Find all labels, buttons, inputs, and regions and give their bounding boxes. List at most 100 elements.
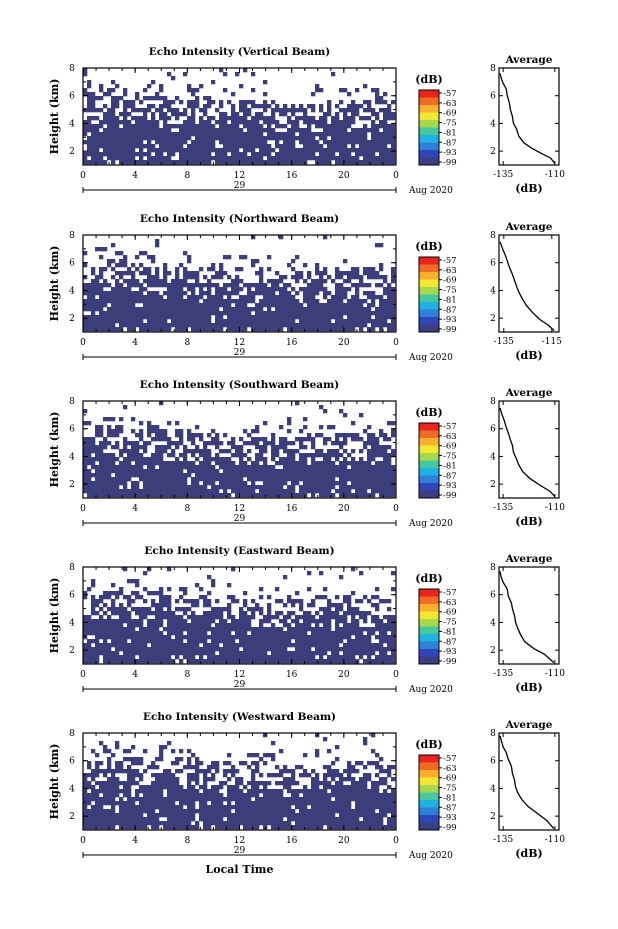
echo-cell: [119, 299, 124, 304]
echo-cell: [87, 291, 92, 296]
echo-cell: [359, 469, 364, 474]
echo-cell: [199, 315, 204, 320]
echo-cell: [99, 461, 104, 466]
echo-cell: [251, 437, 256, 442]
echo-cell: [255, 291, 260, 296]
echo-cell: [199, 619, 204, 624]
echo-cell: [91, 441, 96, 446]
echo-cell: [227, 635, 232, 640]
echo-cell: [111, 429, 116, 434]
echo-cell: [155, 607, 160, 612]
echo-cell: [167, 603, 172, 608]
echo-cell: [291, 108, 296, 113]
echo-cell: [143, 120, 148, 125]
echo-cell: [291, 327, 296, 332]
echo-cell: [103, 132, 108, 137]
echo-cell: [103, 781, 108, 786]
echo-cell: [95, 781, 100, 786]
echo-cell: [83, 449, 88, 454]
echo-cell: [155, 124, 160, 129]
echo-cell: [191, 485, 196, 490]
x-tick-label: 12: [234, 670, 245, 680]
echo-cell: [187, 303, 192, 308]
echo-cell: [179, 607, 184, 612]
echo-cell: [111, 769, 116, 774]
date-day: 29: [234, 514, 246, 524]
echo-cell: [347, 287, 352, 292]
echo-cell: [119, 259, 124, 264]
echo-cell: [291, 461, 296, 466]
echo-cell: [359, 655, 364, 660]
echo-cell: [219, 449, 224, 454]
echo-cell: [119, 797, 124, 802]
echo-cell: [363, 441, 368, 446]
echo-cell: [179, 623, 184, 628]
echo-cell: [255, 651, 260, 656]
echo-cell: [139, 271, 144, 276]
echo-cell: [123, 279, 128, 284]
echo-cell: [123, 659, 128, 664]
echo-cell: [367, 295, 372, 300]
echo-cell: [111, 291, 116, 296]
echo-cell: [99, 152, 104, 157]
echo-cell: [347, 327, 352, 332]
echo-cell: [283, 295, 288, 300]
echo-cell: [391, 112, 396, 117]
echo-cell: [167, 327, 172, 332]
echo-cell: [171, 441, 176, 446]
echo-cell: [295, 311, 300, 316]
echo-cell: [155, 136, 160, 141]
echo-cell: [111, 243, 116, 248]
echo-cell: [87, 128, 92, 133]
echo-cell: [299, 441, 304, 446]
echo-cell: [123, 801, 128, 806]
echo-cell: [95, 627, 100, 632]
echo-cell: [343, 311, 348, 316]
echo-cell: [219, 132, 224, 137]
echo-cell: [243, 619, 248, 624]
echo-cell: [103, 112, 108, 117]
echo-cell: [251, 323, 256, 328]
echo-cell: [243, 485, 248, 490]
echo-cell: [191, 489, 196, 494]
echo-cell: [315, 156, 320, 161]
echo-cell: [87, 817, 92, 822]
echo-cell: [335, 148, 340, 153]
echo-cell: [91, 152, 96, 157]
echo-cell: [199, 485, 204, 490]
echo-cell: [111, 809, 116, 814]
echo-cell: [119, 587, 124, 592]
echo-cell: [375, 323, 380, 328]
echo-cell: [379, 655, 384, 660]
echo-cell: [91, 655, 96, 660]
echo-cell: [235, 469, 240, 474]
echo-cell: [359, 136, 364, 141]
echo-cell: [155, 271, 160, 276]
echo-cell: [379, 96, 384, 101]
echo-cell: [391, 449, 396, 454]
echo-cell: [295, 128, 300, 133]
echo-cell: [355, 647, 360, 652]
echo-cell: [231, 307, 236, 312]
echo-cell: [127, 595, 132, 600]
echo-cell: [83, 251, 88, 256]
echo-cell: [107, 295, 112, 300]
echo-cell: [183, 315, 188, 320]
echo-cell: [227, 493, 232, 498]
echo-cell: [163, 469, 168, 474]
echo-cell: [379, 635, 384, 640]
echo-cell: [231, 132, 236, 137]
echo-cell: [363, 84, 368, 89]
echo-cell: [215, 303, 220, 308]
echo-cell: [131, 417, 136, 422]
y-axis-label: Height (km): [48, 578, 61, 654]
echo-cell: [219, 635, 224, 640]
echo-cell: [255, 116, 260, 121]
echo-cell: [267, 639, 272, 644]
echo-cell: [103, 128, 108, 133]
echo-cell: [111, 144, 116, 149]
echo-cell: [119, 283, 124, 288]
echo-cell: [171, 100, 176, 105]
echo-cell: [95, 793, 100, 798]
echo-cell: [91, 323, 96, 328]
